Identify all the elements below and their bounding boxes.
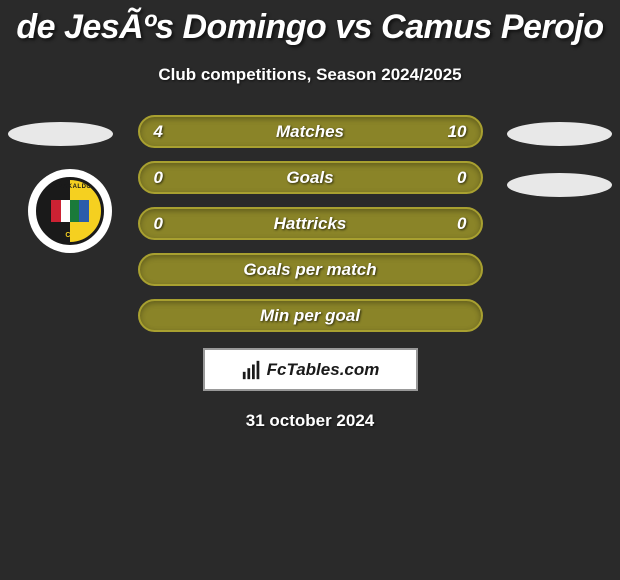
player-left-pill [8, 122, 113, 146]
comparison-area: BARAKALDO CF 4 Matches 10 0 Goals 0 [0, 115, 620, 431]
footer-date: 31 october 2024 [0, 411, 620, 431]
stat-left-value: 0 [154, 168, 174, 188]
stat-right-value: 0 [447, 214, 467, 234]
stat-left-value: 0 [154, 214, 174, 234]
source-logo-box[interactable]: FcTables.com [203, 348, 418, 391]
stat-row: 4 Matches 10 [138, 115, 483, 148]
stat-row: Min per goal [138, 299, 483, 332]
source-logo-text: FcTables.com [267, 360, 380, 380]
stat-label: Matches [276, 122, 344, 142]
page-title: de JesÃºs Domingo vs Camus Perojo [0, 8, 620, 47]
stat-row: 0 Hattricks 0 [138, 207, 483, 240]
stat-label: Hattricks [274, 214, 347, 234]
bars-chart-icon [241, 359, 263, 381]
badge-bottom-text: CF [39, 232, 101, 239]
stat-left-value: 4 [154, 122, 174, 142]
stat-row: 0 Goals 0 [138, 161, 483, 194]
stat-label: Goals per match [243, 260, 376, 280]
stat-label: Goals [286, 168, 333, 188]
stat-label: Min per goal [260, 306, 360, 326]
player-right-pill-2 [507, 173, 612, 197]
player-right-pill-1 [507, 122, 612, 146]
badge-top-text: BARAKALDO [39, 184, 101, 190]
stat-row: Goals per match [138, 253, 483, 286]
stat-right-value: 10 [447, 122, 467, 142]
badge-stripes [51, 200, 88, 222]
stat-right-value: 0 [447, 168, 467, 188]
subtitle: Club competitions, Season 2024/2025 [0, 65, 620, 85]
team-badge-left: BARAKALDO CF [28, 169, 112, 253]
stat-bars: 4 Matches 10 0 Goals 0 0 Hattricks 0 Goa… [138, 115, 483, 332]
